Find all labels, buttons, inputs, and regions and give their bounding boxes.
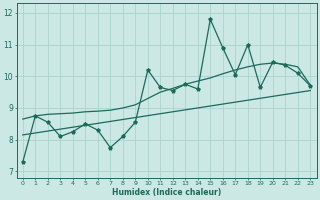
X-axis label: Humidex (Indice chaleur): Humidex (Indice chaleur) [112,188,221,197]
